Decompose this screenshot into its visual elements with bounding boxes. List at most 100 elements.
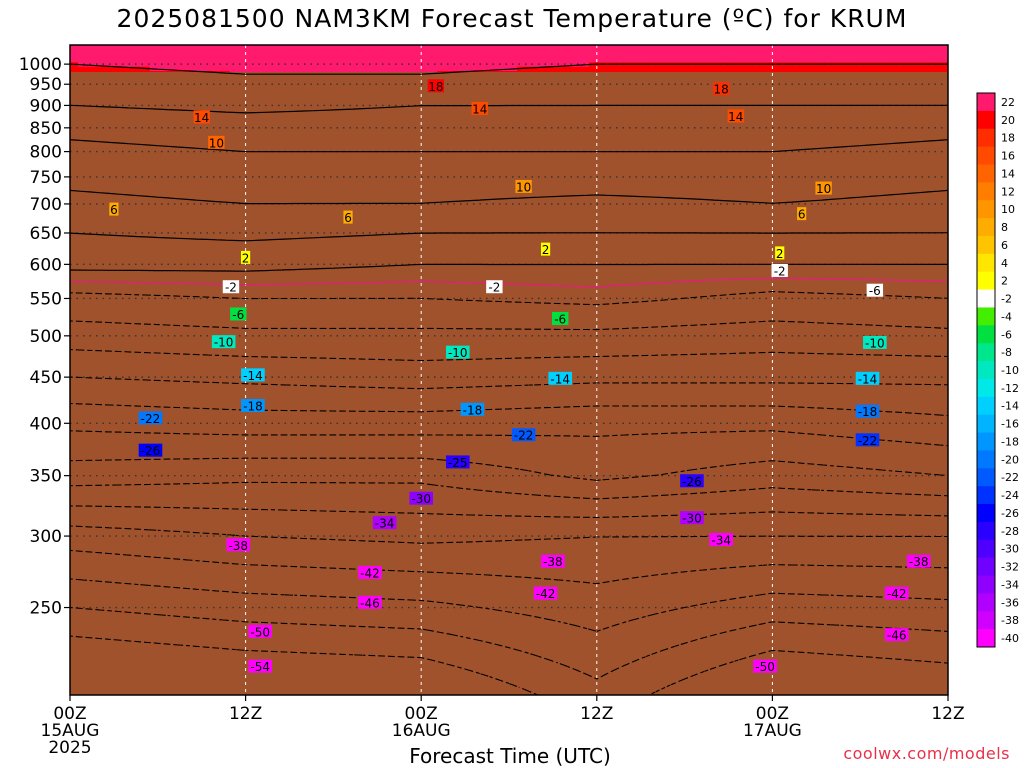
temperature-cell (189, 58, 199, 63)
temperature-cell (85, 49, 95, 55)
temperature-cell (181, 53, 191, 59)
temperature-cell (317, 58, 327, 63)
temperature-cell (197, 53, 207, 59)
temperature-cell (245, 66, 255, 72)
temperature-cell (285, 66, 295, 72)
temperature-cell (317, 45, 327, 50)
temperature-cell (197, 45, 207, 50)
temperature-cell (181, 66, 191, 72)
temperature-cell (237, 45, 247, 50)
temperature-cell (117, 45, 127, 50)
temperature-cell (285, 45, 295, 50)
temperature-cell (133, 45, 143, 50)
temperature-cell (229, 58, 239, 63)
temperature-cell (253, 62, 263, 68)
temperature-cell (101, 49, 111, 55)
temperature-cell (325, 53, 334, 59)
temperature-cell (261, 49, 271, 55)
temperature-cell (301, 66, 311, 72)
temperature-cell (141, 45, 151, 50)
temperature-cell (253, 45, 263, 50)
temperature-cell (245, 62, 255, 68)
temperature-cell (205, 66, 215, 72)
temperature-cell (325, 62, 334, 68)
temperature-cell (205, 53, 215, 59)
temperature-cell (157, 58, 167, 63)
temperature-cell (70, 49, 79, 55)
temperature-cell (293, 58, 303, 63)
temperature-cell (229, 49, 239, 55)
temperature-cell (269, 62, 279, 68)
temperature-cell (173, 45, 183, 50)
temperature-cell (253, 49, 263, 55)
temperature-cell (197, 49, 207, 55)
temperature-cell (245, 53, 255, 59)
temperature-cell (173, 53, 183, 59)
temperature-cell (309, 58, 319, 63)
temperature-cell (277, 66, 287, 72)
temperature-cell (125, 45, 135, 50)
temperature-cell (181, 62, 191, 68)
temperature-cell (109, 45, 119, 50)
temperature-cell (269, 66, 279, 72)
temperature-cell (109, 49, 119, 55)
temperature-cell (149, 49, 159, 55)
temperature-cell (165, 53, 175, 59)
temperature-cell (261, 45, 271, 50)
temperature-cell (85, 45, 95, 50)
temperature-cell (317, 66, 327, 72)
temperature-cell (237, 53, 247, 59)
temperature-cell (93, 53, 103, 59)
temperature-cell (133, 49, 143, 55)
temperature-cell (261, 58, 271, 63)
temperature-cell (101, 45, 111, 50)
temperature-cell (237, 66, 247, 72)
temperature-cell (197, 62, 207, 68)
temperature-cell (237, 58, 247, 63)
temperature-cell (157, 53, 167, 59)
temperature-cell (229, 66, 239, 72)
temperature-cell (93, 58, 103, 63)
temperature-cell (269, 49, 279, 55)
temperature-cell (70, 53, 79, 59)
temperature-cell (317, 49, 327, 55)
temperature-cell (277, 53, 287, 59)
temperature-cell (309, 49, 319, 55)
temperature-cell (133, 58, 143, 63)
temperature-cell (109, 58, 119, 63)
temperature-cell (213, 45, 223, 50)
temperature-cell (77, 66, 87, 72)
temperature-cell (229, 45, 239, 50)
temperature-cell (293, 49, 303, 55)
temperature-cell (133, 62, 143, 68)
temperature-cell (117, 66, 127, 72)
temperature-cell (205, 58, 215, 63)
temperature-cell (101, 66, 111, 72)
temperature-cell (101, 53, 111, 59)
temperature-cell (253, 53, 263, 59)
temperature-cell (189, 53, 199, 59)
temperature-cell (133, 53, 143, 59)
temperature-cell (149, 58, 159, 63)
temperature-cell (309, 53, 319, 59)
temperature-cell (301, 62, 311, 68)
temperature-cell (325, 49, 334, 55)
temperature-cell (85, 66, 95, 72)
page-title: 2025081500 NAM3KM Forecast Temperature (… (116, 4, 908, 33)
temperature-cell (173, 49, 183, 55)
temperature-cell (85, 58, 95, 63)
temperature-cell (301, 53, 311, 59)
temperature-cell (125, 66, 135, 72)
temperature-cell (189, 49, 199, 55)
temperature-cell (173, 58, 183, 63)
temperature-cell (285, 58, 295, 63)
temperature-cell (93, 45, 103, 50)
temperature-cell (70, 66, 79, 72)
temperature-cell (309, 62, 319, 68)
temperature-cell (181, 58, 191, 63)
temperature-cell (70, 45, 79, 50)
temperature-cell (165, 62, 175, 68)
temperature-cell (301, 49, 311, 55)
temperature-cell (221, 58, 231, 63)
